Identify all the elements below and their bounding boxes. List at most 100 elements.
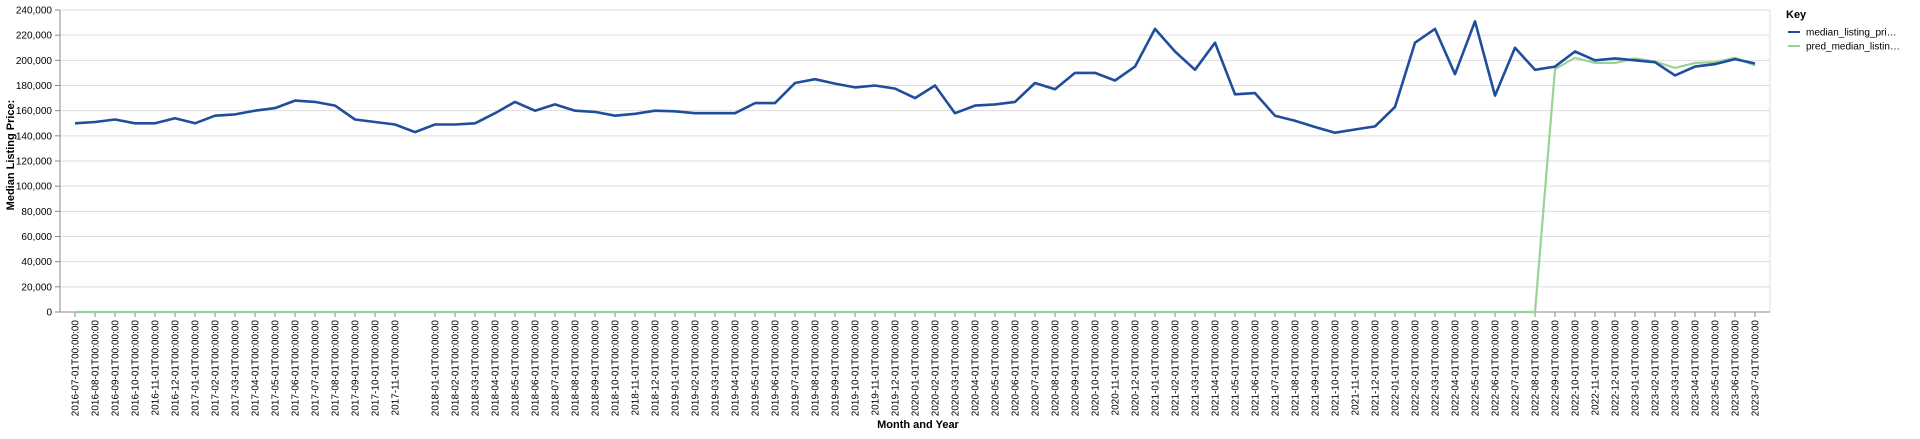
x-tick-label: 2019-03-01T00:00:00: [711, 320, 722, 417]
x-tick-label: 2022-03-01T00:00:00: [1431, 320, 1442, 417]
x-tick-label: 2023-05-01T00:00:00: [1711, 320, 1722, 417]
legend-title: Key: [1786, 9, 1807, 21]
x-tick-label: 2019-08-01T00:00:00: [811, 320, 822, 417]
y-tick-label: 0: [46, 308, 52, 319]
x-tick-label: 2019-04-01T00:00:00: [731, 320, 742, 417]
x-tick-label: 2023-07-01T00:00:00: [1751, 320, 1762, 417]
x-tick-label: 2018-03-01T00:00:00: [471, 320, 482, 417]
y-tick-label: 80,000: [21, 207, 52, 218]
x-tick-label: 2023-02-01T00:00:00: [1651, 320, 1662, 417]
x-tick-label: 2023-04-01T00:00:00: [1691, 320, 1702, 417]
y-tick-label: 20,000: [21, 282, 52, 293]
x-tick-label: 2016-09-01T00:00:00: [111, 320, 122, 417]
x-tick-label: 2022-11-01T00:00:00: [1591, 320, 1602, 416]
x-tick-label: 2021-11-01T00:00:00: [1351, 320, 1362, 416]
x-tick-label: 2022-01-01T00:00:00: [1391, 320, 1402, 417]
x-tick-label: 2016-12-01T00:00:00: [171, 320, 182, 417]
x-tick-label: 2018-10-01T00:00:00: [611, 320, 622, 417]
x-tick-label: 2017-07-01T00:00:00: [311, 320, 322, 417]
y-tick-label: 220,000: [16, 31, 53, 42]
x-tick-label: 2022-02-01T00:00:00: [1411, 320, 1422, 417]
legend-items: median_listing_pri… pred_median_listin…: [1788, 28, 1900, 53]
x-tick-label: 2019-09-01T00:00:00: [831, 320, 842, 417]
y-tick-label: 120,000: [16, 157, 53, 168]
x-tick-label: 2019-12-01T00:00:00: [891, 320, 902, 417]
x-tick-label: 2020-01-01T00:00:00: [911, 320, 922, 417]
x-tick-label: 2020-03-01T00:00:00: [951, 320, 962, 417]
x-tick-label: 2017-09-01T00:00:00: [351, 320, 362, 417]
x-tick-label: 2018-08-01T00:00:00: [571, 320, 582, 417]
x-tick-label: 2021-03-01T00:00:00: [1191, 320, 1202, 417]
x-tick-label: 2020-07-01T00:00:00: [1031, 320, 1042, 417]
x-tick-label: 2016-07-01T00:00:00: [71, 320, 82, 417]
x-tick-label: 2021-01-01T00:00:00: [1151, 320, 1162, 417]
x-tick-label: 2018-04-01T00:00:00: [491, 320, 502, 417]
x-tick-label: 2019-11-01T00:00:00: [871, 320, 882, 416]
y-tick-label: 40,000: [21, 257, 52, 268]
y-tick-label: 140,000: [16, 131, 53, 142]
x-tick-label: 2018-09-01T00:00:00: [591, 320, 602, 417]
x-tick-label: 2017-02-01T00:00:00: [211, 320, 222, 417]
x-tick-label: 2017-08-01T00:00:00: [331, 320, 342, 417]
series-line-pred-median-listin: [75, 56, 1756, 314]
x-tick-label: 2022-08-01T00:00:00: [1531, 320, 1542, 417]
x-tick-label: 2019-05-01T00:00:00: [751, 320, 762, 417]
x-tick-label: 2017-11-01T00:00:00: [391, 320, 402, 416]
x-tick-label: 2018-02-01T00:00:00: [451, 320, 462, 417]
legend-label: median_listing_pri…: [1806, 28, 1897, 39]
y-axis: 0 20,000 40,000 60,000 80,000 100,000 120,000 1…: [16, 6, 61, 319]
x-tick-label: 2016-11-01T00:00:00: [151, 320, 162, 416]
x-tick-label: 2023-06-01T00:00:00: [1731, 320, 1742, 417]
x-tick-label: 2022-05-01T00:00:00: [1471, 320, 1482, 417]
x-tick-label: 2020-10-01T00:00:00: [1091, 320, 1102, 417]
x-tick-label: 2020-04-01T00:00:00: [971, 320, 982, 417]
x-tick-label: 2020-08-01T00:00:00: [1051, 320, 1062, 417]
x-tick-label: 2023-03-01T00:00:00: [1671, 320, 1682, 417]
x-tick-label: 2021-05-01T00:00:00: [1231, 320, 1242, 417]
x-tick-label: 2022-10-01T00:00:00: [1571, 320, 1582, 417]
x-tick-label: 2017-06-01T00:00:00: [291, 320, 302, 417]
x-tick-label: 2022-04-01T00:00:00: [1451, 320, 1462, 417]
x-tick-label: 2020-09-01T00:00:00: [1071, 320, 1082, 417]
x-tick-label: 2022-07-01T00:00:00: [1511, 320, 1522, 417]
legend-label: pred_median_listin…: [1806, 42, 1900, 53]
x-tick-label: 2018-07-01T00:00:00: [551, 320, 562, 417]
x-axis-title: Month and Year: [877, 419, 959, 431]
y-tick-label: 180,000: [16, 81, 53, 92]
x-tick-label: 2017-04-01T00:00:00: [251, 320, 262, 417]
x-tick-label: 2018-11-01T00:00:00: [631, 320, 642, 416]
x-tick-label: 2020-12-01T00:00:00: [1131, 320, 1142, 417]
x-tick-label: 2021-09-01T00:00:00: [1311, 320, 1322, 417]
x-tick-label: 2020-02-01T00:00:00: [931, 320, 942, 417]
x-tick-label: 2019-01-01T00:00:00: [671, 320, 682, 417]
x-tick-label: 2016-08-01T00:00:00: [91, 320, 102, 417]
x-tick-label: 2022-12-01T00:00:00: [1611, 320, 1622, 417]
y-tick-label: 200,000: [16, 56, 53, 67]
x-tick-label: 2020-06-01T00:00:00: [1011, 320, 1022, 417]
series-lines: [74, 19, 1756, 314]
x-tick-label: 2018-12-01T00:00:00: [651, 320, 662, 417]
x-tick-label: 2016-10-01T00:00:00: [131, 320, 142, 417]
x-tick-label: 2019-10-01T00:00:00: [851, 320, 862, 417]
x-tick-label: 2021-02-01T00:00:00: [1171, 320, 1182, 417]
x-tick-label: 2019-06-01T00:00:00: [771, 320, 782, 417]
x-tick-label: 2018-06-01T00:00:00: [531, 320, 542, 417]
x-tick-label: 2021-10-01T00:00:00: [1331, 320, 1342, 417]
series-line-median-listing-pri: [74, 19, 1756, 134]
x-tick-label: 2017-01-01T00:00:00: [191, 320, 202, 417]
x-tick-label: 2017-03-01T00:00:00: [231, 320, 242, 417]
x-tick-label: 2021-08-01T00:00:00: [1291, 320, 1302, 417]
x-tick-label: 2021-04-01T00:00:00: [1211, 320, 1222, 417]
x-tick-label: 2023-01-01T00:00:00: [1631, 320, 1642, 417]
x-tick-label: 2018-01-01T00:00:00: [431, 320, 442, 417]
x-tick-label: 2018-05-01T00:00:00: [511, 320, 522, 417]
x-tick-label: 2019-02-01T00:00:00: [691, 320, 702, 417]
y-tick-label: 100,000: [16, 182, 53, 193]
y-tick-label: 160,000: [16, 106, 53, 117]
x-tick-label: 2022-09-01T00:00:00: [1551, 320, 1562, 417]
x-tick-label: 2019-07-01T00:00:00: [791, 320, 802, 417]
x-tick-label: 2021-07-01T00:00:00: [1271, 320, 1282, 417]
x-tick-label: 2020-11-01T00:00:00: [1111, 320, 1122, 416]
x-tick-label: 2017-10-01T00:00:00: [371, 320, 382, 417]
